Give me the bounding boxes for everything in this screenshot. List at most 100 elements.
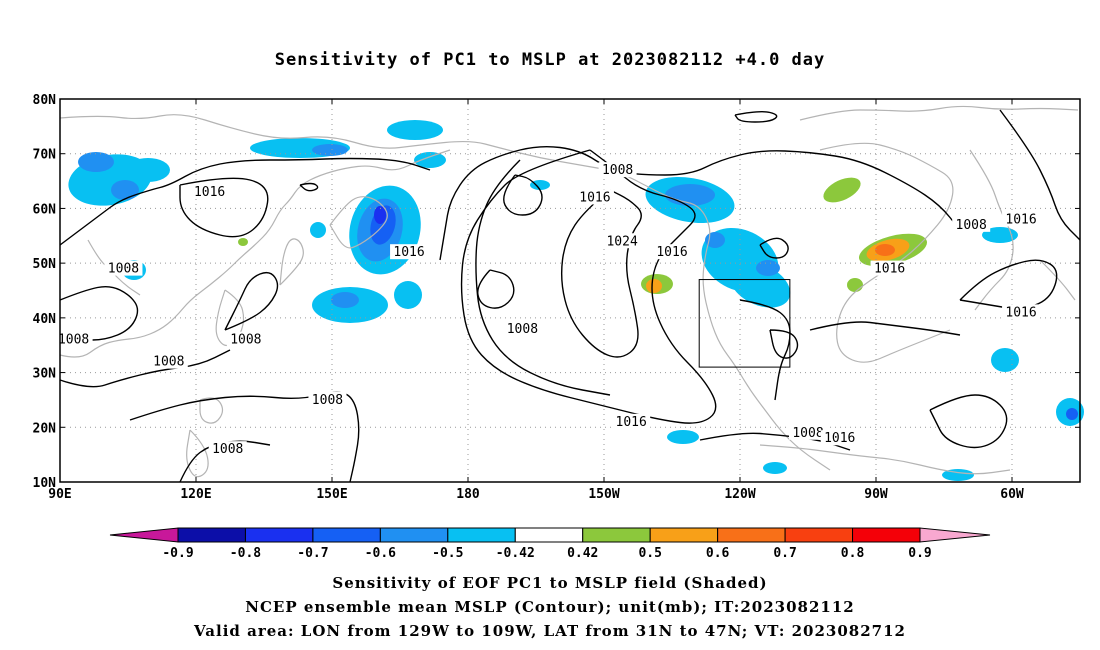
isobar-line — [769, 329, 799, 359]
lon-tick-label: 90E — [48, 487, 71, 502]
lon-tick-label: 90W — [864, 487, 888, 502]
colorbar-label: 0.7 — [773, 546, 796, 561]
colorbar-label: -0.6 — [365, 546, 396, 561]
colorbar-label: 0.6 — [706, 546, 730, 561]
contour-label-bg — [870, 260, 909, 276]
lon-tick-label: 150W — [588, 487, 619, 502]
sensitivity-patch — [310, 222, 326, 238]
sensitivity-patch — [394, 281, 422, 309]
isobar-line — [560, 189, 642, 358]
coastline-segment — [799, 105, 1079, 121]
grid-lines — [60, 99, 1080, 482]
map-title: Sensitivity of PC1 to MSLP at 2023082112… — [274, 50, 826, 70]
lat-tick-label: 10N — [33, 476, 57, 491]
lon-tick-label: 120E — [180, 487, 211, 502]
contour-label: 1008 — [507, 322, 538, 337]
coastline-segment — [59, 149, 451, 358]
contour-label-bg — [390, 244, 429, 260]
contour-label-bg — [104, 260, 143, 276]
colorbar-bin — [447, 527, 516, 543]
coastlines — [59, 105, 1079, 478]
lat-tick-label: 50N — [33, 257, 57, 272]
isobar-line — [809, 321, 961, 336]
lon-tick-label: 180 — [456, 487, 480, 502]
contour-label-bg — [575, 189, 614, 205]
contour-label: 1008 — [956, 218, 987, 233]
colorbar-bin — [852, 527, 921, 543]
isobar-line — [179, 177, 269, 238]
sensitivity-patch — [414, 152, 446, 168]
isobar-line — [460, 149, 717, 424]
contour-label-bg — [149, 353, 188, 369]
sensitivity-patch — [78, 152, 114, 172]
contour-label: 1016 — [1005, 212, 1036, 227]
coastline-segment — [199, 397, 224, 424]
colorbar-label: 0.42 — [567, 546, 598, 561]
colorbar-bin — [717, 527, 786, 543]
contour-label: 1008 — [58, 333, 89, 348]
colorbar: -0.9 -0.8 -0.7 -0.6 -0.5 -0.42 0.42 0.5 0.6 0.7 0.… — [109, 527, 991, 561]
isobar-line — [299, 182, 319, 192]
sensitivity-patch — [374, 206, 386, 224]
colorbar-label: -0.42 — [496, 546, 535, 561]
coastline-segment — [759, 444, 1011, 475]
sensitivity-patch — [763, 462, 787, 474]
lat-tick-label: 80N — [33, 93, 57, 108]
contour-label: 1008 — [108, 262, 139, 277]
isobar-line — [503, 174, 543, 216]
colorbar-bin — [177, 527, 246, 543]
lat-tick-label: 40N — [33, 312, 57, 327]
isobar-line — [224, 271, 279, 331]
isobar-line — [999, 109, 1081, 241]
contour-label: 1008 — [312, 393, 343, 408]
lon-tick-label: 60W — [1000, 487, 1024, 502]
contour-label: 1008 — [212, 442, 243, 457]
colorbar-bin — [582, 527, 651, 543]
sensitivity-patch — [1066, 408, 1078, 420]
coastline-segment — [1039, 259, 1076, 301]
colorbar-label: 0.5 — [638, 546, 661, 561]
contour-label: 1016 — [393, 245, 424, 260]
colorbar-label: 0.8 — [841, 546, 865, 561]
colorbar-bin — [784, 527, 854, 543]
contour-label-bg — [208, 441, 247, 457]
lat-tick-label: 30N — [33, 367, 57, 382]
caption-shading: Sensitivity of EOF PC1 to MSLP field (Sh… — [332, 574, 768, 592]
caption-valid-area: Valid area: LON from 129W to 109W, LAT f… — [194, 622, 906, 640]
sensitivity-patch — [331, 292, 359, 308]
coastline-segment — [186, 429, 209, 478]
contour-label-bg — [1002, 304, 1041, 320]
contour-label-bg — [603, 233, 642, 249]
lon-tick-label: 120W — [724, 487, 755, 502]
coastline-segment — [279, 238, 304, 286]
caption-contour: NCEP ensemble mean MSLP (Contour); unit(… — [245, 598, 855, 616]
contour-label-bg — [598, 162, 637, 178]
isobar-line — [929, 394, 1008, 449]
sensitivity-patch — [111, 180, 139, 200]
sensitivity-patch — [238, 238, 248, 246]
isobar-line — [759, 237, 789, 259]
lon-tick-label: 150E — [316, 487, 347, 502]
map-frame — [59, 98, 1081, 483]
sensitivity-patch — [312, 144, 348, 156]
contour-label: 1016 — [874, 262, 905, 277]
contour-label: 1016 — [616, 415, 647, 430]
coastline-segment — [59, 114, 831, 471]
mslp-contours — [59, 109, 1081, 483]
colorbar-arrow-right — [919, 527, 991, 543]
isobar-line — [734, 110, 778, 123]
sensitivity-patch — [991, 348, 1019, 372]
contour-label-bg — [226, 331, 265, 347]
colorbar-label: -0.7 — [297, 546, 328, 561]
contour-label: 1008 — [602, 163, 633, 178]
contour-label-bg — [308, 391, 347, 407]
contour-label-bg — [820, 430, 859, 446]
contour-label-bg — [612, 413, 651, 429]
colorbar-label: 0.9 — [908, 546, 931, 561]
contour-label-bg — [190, 184, 229, 200]
contour-label-bg — [1002, 211, 1041, 227]
colorbar-label: -0.8 — [230, 546, 261, 561]
